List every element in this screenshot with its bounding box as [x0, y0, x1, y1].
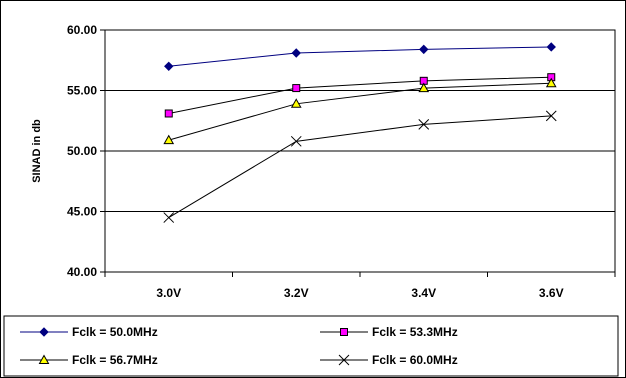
data-point [546, 42, 556, 52]
legend: Fclk = 50.0MHz Fclk = 53.3MHz Fclk = 56.7M… [3, 315, 619, 377]
data-point [290, 98, 302, 108]
y-tick-label: 40.00 [67, 265, 97, 279]
legend-label: Fclk = 53.3MHz [372, 325, 458, 339]
y-axis-ticks: 40.00 45.00 50.00 55.00 60.00 [67, 23, 105, 279]
x-tick-label: 3.6V [539, 286, 564, 300]
x-tick-label: 3.4V [411, 286, 436, 300]
y-tick-label: 55.00 [67, 84, 97, 98]
data-point [291, 48, 301, 58]
data-point [418, 119, 430, 130]
series-line [168, 46, 552, 67]
y-tick-label: 45.00 [67, 205, 97, 219]
series-3 [163, 77, 557, 145]
data-point [419, 44, 429, 55]
gridlines [105, 90, 615, 212]
series-2 [164, 73, 556, 118]
legend-entry: Fclk = 50.0MHz [20, 325, 158, 339]
legend-entry: Fclk = 56.7MHz [20, 353, 158, 367]
series-line [168, 82, 552, 141]
y-tick-label: 60.00 [67, 23, 97, 37]
legend-entry: Fclk = 60.0MHz [320, 353, 458, 367]
series-1 [164, 42, 556, 72]
legend-box [3, 315, 619, 377]
legend-marker [338, 354, 350, 366]
series-line [168, 115, 552, 218]
data-point [545, 77, 557, 88]
data-point [163, 134, 175, 145]
series-group [163, 42, 557, 223]
legend-entry: Fclk = 53.3MHz [320, 325, 458, 339]
x-axis-ticks: 3.0V 3.2V 3.4V 3.6V [104, 272, 616, 300]
legend-marker [39, 327, 49, 337]
x-tick-label: 3.0V [156, 286, 181, 300]
data-point [290, 135, 302, 147]
legend-marker [340, 328, 348, 336]
legend-label: Fclk = 56.7MHz [72, 353, 158, 367]
y-axis-label: SINAD in db [31, 119, 43, 183]
legend-label: Fclk = 60.0MHz [372, 353, 458, 367]
series-4 [163, 110, 557, 223]
data-point [163, 212, 175, 223]
x-tick-label: 3.2V [284, 286, 309, 300]
legend-label: Fclk = 50.0MHz [72, 325, 158, 339]
legend-marker [38, 354, 50, 364]
data-point [292, 84, 301, 93]
y-tick-label: 50.00 [67, 144, 97, 158]
data-point [164, 61, 174, 72]
data-point [545, 110, 557, 122]
data-point [418, 82, 430, 93]
data-point [164, 109, 173, 118]
series-line [168, 76, 552, 114]
